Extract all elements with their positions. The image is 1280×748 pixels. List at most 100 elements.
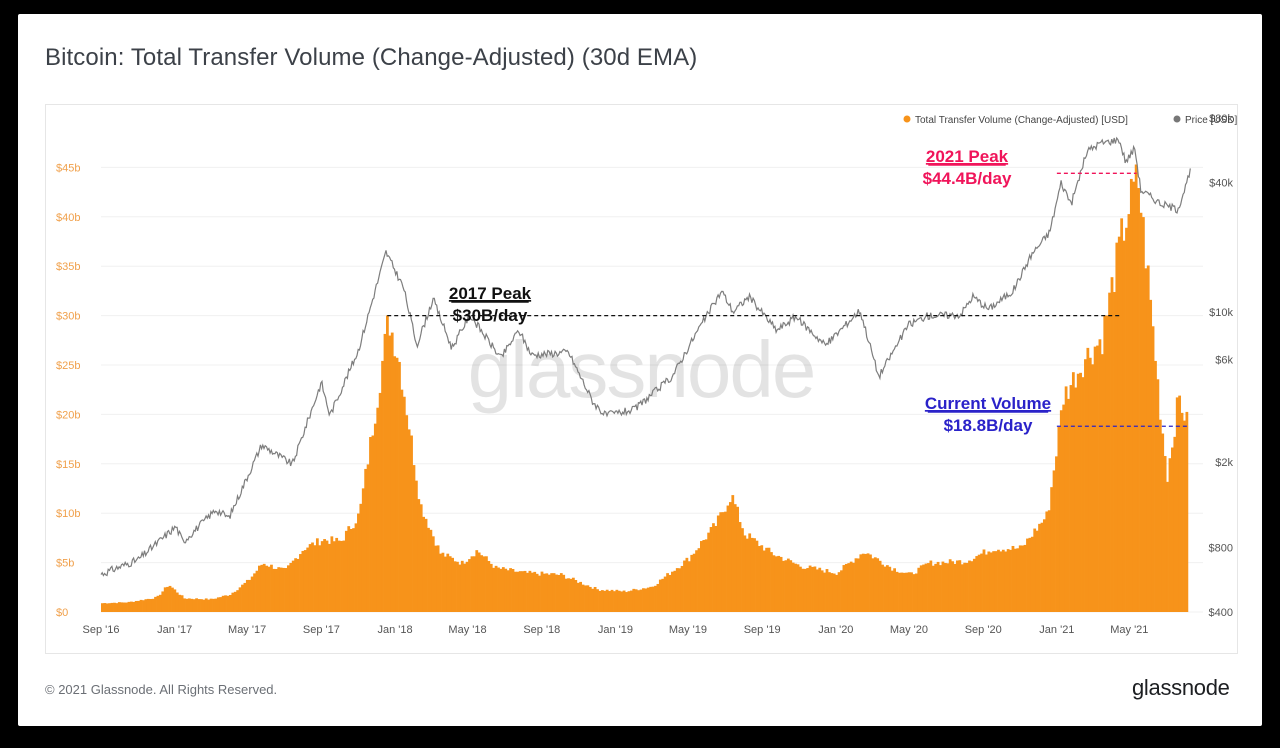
volume-bar [1023, 544, 1027, 612]
volume-bar [873, 557, 877, 612]
volume-bar [700, 541, 703, 612]
volume-bar [692, 553, 696, 612]
volume-bar [685, 557, 689, 612]
volume-bar [185, 598, 189, 612]
volume-bar [202, 599, 206, 612]
volume-bar [994, 551, 998, 612]
glassnode-logo[interactable]: glassnode [1132, 675, 1230, 700]
volume-bar [538, 575, 541, 612]
volume-bar [265, 565, 269, 612]
volume-bar [687, 561, 691, 612]
legend-label[interactable]: Price [USD] [1185, 115, 1237, 126]
volume-bar [325, 540, 329, 612]
volume-bar [755, 540, 759, 612]
volume-bar [110, 602, 114, 612]
volume-bar [675, 568, 679, 612]
volume-bar [352, 528, 355, 612]
volume-bar [885, 565, 889, 612]
volume-bar [559, 573, 563, 612]
volume-bar [456, 561, 459, 612]
volume-bar [919, 565, 923, 612]
volume-bar [1183, 420, 1186, 612]
volume-bar [890, 570, 894, 612]
volume-bar [489, 563, 493, 612]
volume-bar [968, 560, 971, 612]
annotations: 2021 Peak $44.4B/day 2017 Peak $30B/day Curr… [387, 147, 1188, 435]
volume-bar [156, 595, 160, 612]
volume-bar [395, 357, 399, 612]
annotation-value: $30B/day [453, 306, 528, 325]
volume-bar [393, 356, 397, 612]
volume-bar [146, 598, 150, 612]
volume-bar [625, 592, 628, 612]
volume-bar [1081, 377, 1085, 612]
volume-bar [245, 579, 249, 612]
volume-bar [1115, 242, 1119, 612]
volume-bar [1062, 404, 1066, 612]
volume-bar [158, 594, 162, 612]
annotation-value: $18.8B/day [944, 416, 1033, 435]
volume-bar [832, 573, 836, 612]
volume-bar [1016, 548, 1020, 612]
volume-bar [485, 556, 488, 612]
volume-bar [286, 565, 290, 612]
volume-bar [753, 538, 756, 612]
volume-bar [818, 567, 822, 612]
volume-bar [929, 560, 933, 612]
volume-bar [1096, 345, 1099, 612]
volume-bar [801, 568, 805, 612]
volume-bar [207, 599, 211, 612]
volume-bar [412, 465, 416, 612]
volume-bar [835, 574, 839, 612]
legend[interactable]: Total Transfer Volume (Change-Adjusted) … [903, 115, 1238, 126]
volume-bar [113, 602, 116, 612]
volume-bar [1185, 411, 1189, 612]
legend-label[interactable]: Total Transfer Volume (Change-Adjusted) … [915, 115, 1128, 126]
volume-bar [786, 558, 790, 612]
volume-bar [1100, 354, 1104, 612]
volume-bar [330, 536, 334, 612]
volume-bar [1084, 359, 1087, 612]
volume-bar [414, 480, 418, 612]
volume-bar [1067, 398, 1070, 612]
volume-bar [948, 559, 952, 612]
volume-bar [574, 580, 578, 612]
volume-bar [714, 525, 718, 612]
y-left-tick-label: $40b [56, 212, 80, 224]
volume-bar [400, 389, 404, 612]
volume-bar [854, 558, 858, 612]
volume-bar [738, 522, 742, 612]
volume-bar [373, 423, 377, 612]
volume-bar [847, 563, 851, 612]
volume-bar [953, 563, 957, 612]
volume-bar [117, 602, 121, 612]
volume-bar [970, 561, 974, 612]
volume-bar [588, 586, 592, 612]
volume-bar [402, 396, 406, 612]
volume-bar [552, 573, 556, 612]
volume-bar [1161, 433, 1165, 612]
volume-bar [999, 551, 1003, 612]
volume-bar [1134, 164, 1138, 612]
volume-bar [434, 545, 438, 612]
volume-bar [460, 560, 464, 612]
volume-bar [212, 598, 215, 612]
volume-bar [274, 568, 278, 612]
volume-bar [987, 551, 991, 612]
volume-bar [371, 435, 375, 612]
volume-bar [209, 598, 213, 612]
volume-bar [359, 503, 363, 612]
volume-bar [103, 603, 107, 612]
volume-bar [939, 565, 942, 612]
volume-bar [668, 574, 672, 612]
legend-marker[interactable] [903, 115, 911, 123]
volume-bar [680, 565, 684, 612]
legend-marker[interactable] [1173, 115, 1181, 123]
volume-bar [704, 539, 708, 612]
volume-bar [255, 570, 259, 612]
y-left-tick-label: $35b [56, 261, 80, 273]
volume-bar [671, 571, 674, 612]
volume-bar [866, 553, 870, 612]
volume-bar [337, 540, 341, 612]
volume-bar [294, 558, 297, 612]
